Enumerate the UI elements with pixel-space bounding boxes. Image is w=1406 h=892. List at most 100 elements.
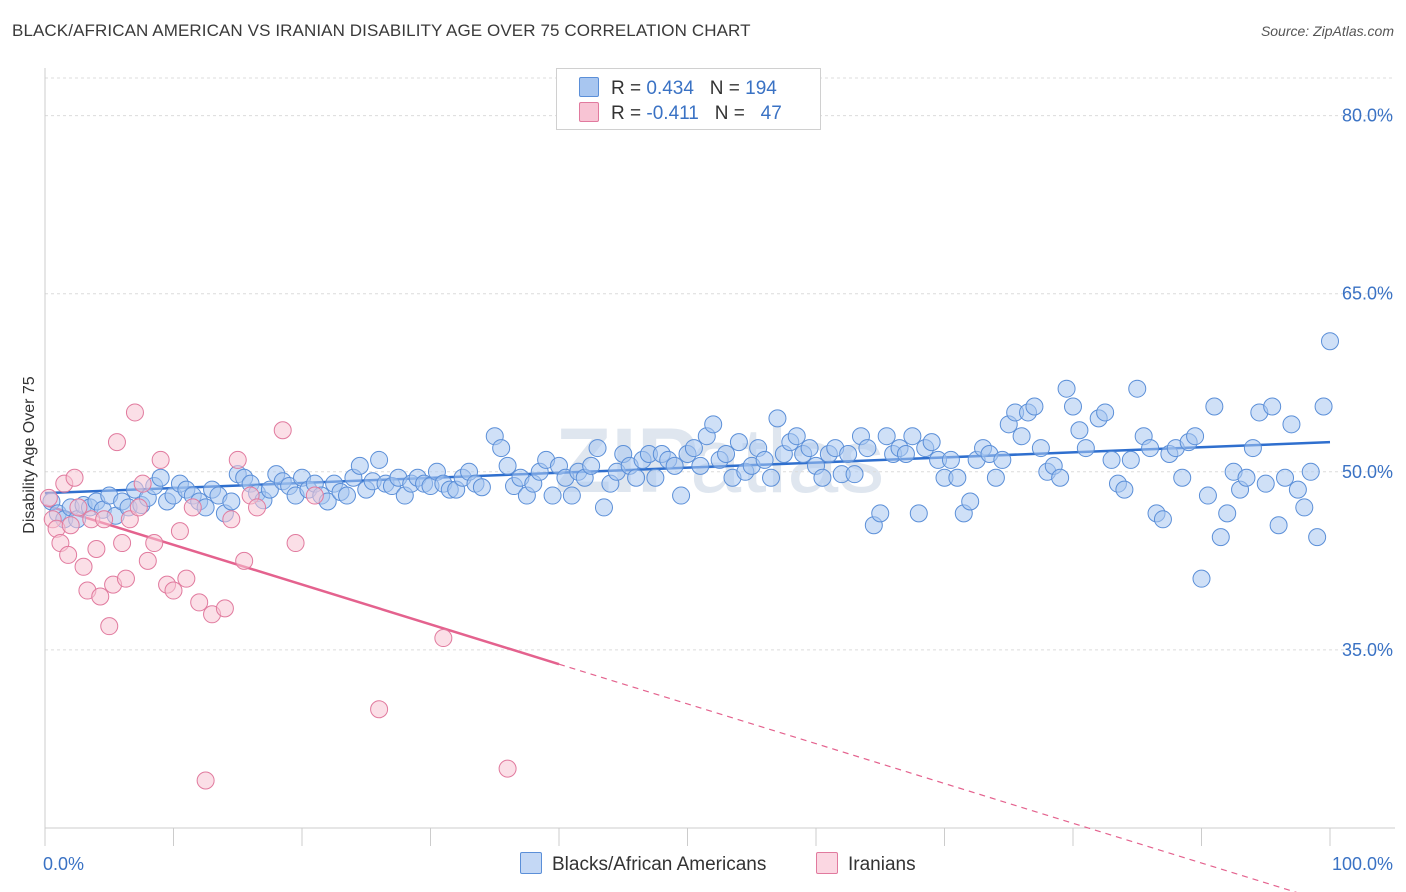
point-blacks xyxy=(1263,397,1282,416)
point-blacks xyxy=(1237,468,1256,487)
legend-n-label: N = xyxy=(709,78,740,99)
point-blacks xyxy=(762,468,781,487)
point-blacks xyxy=(1308,528,1327,547)
point-iranians xyxy=(87,539,106,558)
point-iranians xyxy=(273,421,292,440)
legend-swatch-blacks xyxy=(579,77,599,97)
point-iranians xyxy=(138,551,157,570)
point-blacks xyxy=(1121,450,1140,469)
point-blacks xyxy=(543,486,562,505)
point-blacks xyxy=(877,427,896,446)
point-blacks xyxy=(845,465,864,484)
point-blacks xyxy=(896,445,915,463)
point-blacks xyxy=(337,486,356,505)
point-iranians xyxy=(222,510,241,529)
point-blacks xyxy=(839,445,858,463)
point-blacks xyxy=(1321,332,1339,351)
point-iranians xyxy=(91,587,110,606)
point-blacks xyxy=(1096,403,1115,422)
bottom-legend-blacks: Blacks/African Americans xyxy=(520,852,766,876)
point-blacks xyxy=(1025,397,1044,416)
legend-row-iranians: R = -0.411 N = 47 xyxy=(579,102,782,126)
point-blacks xyxy=(562,486,581,505)
point-blacks xyxy=(1243,439,1262,458)
point-blacks xyxy=(370,450,389,469)
point-blacks xyxy=(594,498,613,517)
point-iranians xyxy=(107,433,126,452)
point-blacks xyxy=(222,492,241,511)
point-blacks xyxy=(672,486,691,505)
point-blacks xyxy=(350,456,369,475)
point-iranians xyxy=(59,545,78,564)
point-blacks xyxy=(1211,528,1230,547)
bottom-legend-iranians: Iranians xyxy=(816,852,916,876)
axes xyxy=(44,68,1395,846)
point-iranians xyxy=(65,468,84,487)
point-iranians xyxy=(61,516,80,535)
y-tick-label: 35.0% xyxy=(1342,640,1393,660)
legend-n-label: N = xyxy=(714,103,745,124)
legend-swatch-iranians xyxy=(579,102,599,122)
point-blacks xyxy=(1128,379,1147,398)
point-iranians xyxy=(113,534,132,553)
bottom-legend-label: Blacks/African Americans xyxy=(552,854,767,875)
point-iranians xyxy=(151,450,170,469)
point-iranians xyxy=(116,569,135,588)
point-blacks xyxy=(1051,468,1070,487)
point-iranians xyxy=(190,593,209,612)
point-iranians xyxy=(286,534,305,553)
legend-r-value: -0.411 xyxy=(646,103,699,124)
point-blacks xyxy=(986,468,1005,487)
y-tick-label: 65.0% xyxy=(1342,284,1393,304)
point-blacks xyxy=(684,439,703,458)
point-iranians xyxy=(498,759,517,778)
legend-row-blacks: R = 0.434 N = 194 xyxy=(579,77,777,101)
point-blacks xyxy=(903,427,922,446)
point-blacks xyxy=(871,504,890,523)
point-blacks xyxy=(993,450,1012,469)
point-iranians xyxy=(74,557,93,576)
point-iranians xyxy=(370,700,389,719)
point-iranians xyxy=(164,581,183,600)
point-blacks xyxy=(813,468,832,487)
trend-line-iranians xyxy=(44,503,560,666)
point-blacks xyxy=(922,433,941,452)
chart-title: BLACK/AFRICAN AMERICAN VS IRANIAN DISABI… xyxy=(12,21,751,40)
point-blacks xyxy=(582,456,601,475)
point-iranians xyxy=(196,771,215,790)
point-blacks xyxy=(800,439,819,458)
point-iranians xyxy=(129,498,148,517)
point-iranians xyxy=(125,403,144,422)
point-blacks xyxy=(787,427,806,446)
point-iranians xyxy=(215,599,234,618)
point-blacks xyxy=(1256,474,1275,493)
point-iranians xyxy=(39,488,58,507)
point-blacks xyxy=(1314,397,1333,416)
tick-labels: 35.0% 50.0% 65.0% 80.0% 0.0% 100.0% xyxy=(43,106,1393,874)
y-tick-label: 80.0% xyxy=(1342,106,1393,126)
point-iranians xyxy=(228,450,247,469)
data-points xyxy=(39,332,1339,790)
point-blacks xyxy=(498,456,517,475)
legend-n-value: 194 xyxy=(745,78,777,99)
point-blacks xyxy=(646,468,665,487)
point-blacks xyxy=(151,468,170,487)
point-iranians xyxy=(69,498,88,517)
point-blacks xyxy=(691,456,710,475)
point-iranians xyxy=(248,498,267,517)
point-blacks xyxy=(1192,569,1211,588)
point-blacks xyxy=(1186,427,1205,446)
point-iranians xyxy=(183,498,202,517)
point-blacks xyxy=(909,504,928,523)
point-blacks xyxy=(1205,397,1224,416)
y-axis-label: Disability Age Over 75 xyxy=(21,376,38,534)
point-blacks xyxy=(1282,415,1301,434)
point-blacks xyxy=(472,478,491,497)
point-blacks xyxy=(1115,480,1134,499)
point-iranians xyxy=(305,486,324,505)
point-blacks xyxy=(1141,439,1160,458)
point-blacks xyxy=(704,415,723,434)
point-iranians xyxy=(434,629,453,648)
point-iranians xyxy=(170,522,189,541)
